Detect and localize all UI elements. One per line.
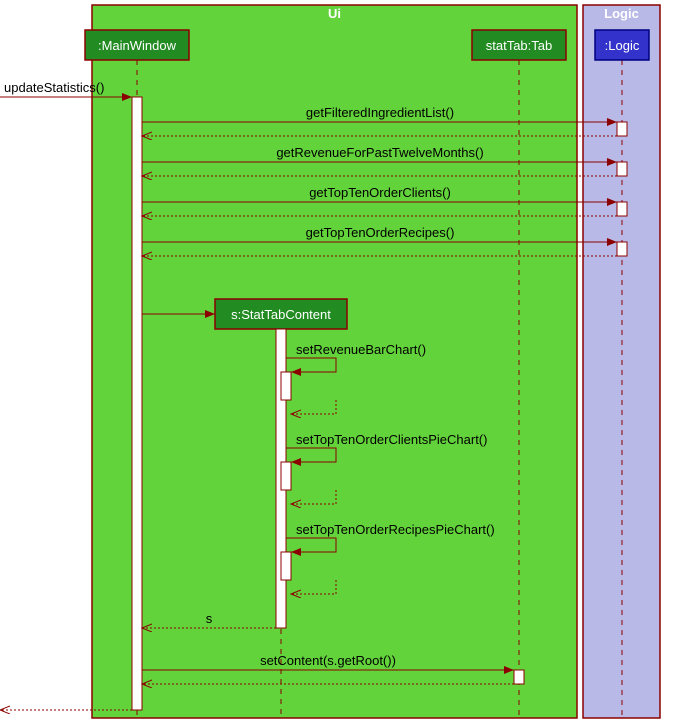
- message-label: setTopTenOrderRecipesPieChart(): [296, 522, 495, 537]
- message-label: setTopTenOrderClientsPieChart(): [296, 432, 487, 447]
- activation: [617, 122, 627, 136]
- message-label: getRevenueForPastTwelveMonths(): [276, 145, 483, 160]
- message-label: setRevenueBarChart(): [296, 342, 426, 357]
- message-label: getTopTenOrderClients(): [309, 185, 451, 200]
- message-label: updateStatistics(): [4, 80, 104, 95]
- activation: [514, 670, 524, 684]
- message-label: getFilteredIngredientList(): [306, 105, 454, 120]
- activation: [617, 242, 627, 256]
- message-label: setContent(s.getRoot()): [260, 653, 396, 668]
- activation: [617, 202, 627, 216]
- message-label: getTopTenOrderRecipes(): [306, 225, 455, 240]
- frame-label-ui: Ui: [328, 6, 341, 21]
- frame-label-logic: Logic: [604, 6, 639, 21]
- participant-label-stattab: statTab:Tab: [486, 38, 553, 53]
- activation: [281, 552, 291, 580]
- activation: [617, 162, 627, 176]
- message-label: s: [206, 611, 213, 626]
- participant-label-stc: s:StatTabContent: [231, 307, 331, 322]
- activation: [281, 372, 291, 400]
- sequence-diagram: Ui Logic :MainWindow statTab:Tab :Logic s:Sta…: [0, 0, 675, 723]
- activation: [281, 462, 291, 490]
- activation: [132, 97, 142, 710]
- participant-label-main: :MainWindow: [98, 38, 177, 53]
- participant-label-logic: :Logic: [605, 38, 640, 53]
